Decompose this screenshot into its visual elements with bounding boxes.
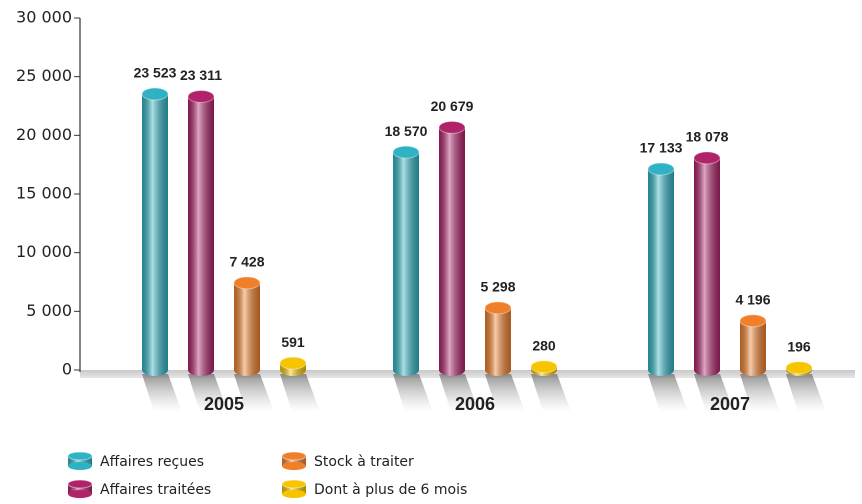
bar-base-shine bbox=[485, 364, 511, 376]
legend-swatch-base bbox=[282, 490, 306, 498]
bar-shadow bbox=[740, 374, 780, 412]
bar-shine bbox=[439, 127, 465, 371]
value-label: 18 078 bbox=[686, 129, 729, 145]
bar-shadow bbox=[280, 374, 320, 412]
value-label: 591 bbox=[281, 334, 305, 350]
bar-cap bbox=[647, 162, 675, 176]
value-label: 20 679 bbox=[431, 98, 474, 114]
y-tick-label: 30 000 bbox=[16, 8, 72, 27]
value-label: 7 428 bbox=[229, 254, 264, 270]
bar-shadow bbox=[393, 374, 433, 412]
bar-shine bbox=[234, 282, 260, 370]
bar-cap bbox=[484, 301, 512, 315]
floor bbox=[80, 370, 855, 378]
bar-base-shine bbox=[648, 364, 674, 376]
bar-cap bbox=[392, 145, 420, 159]
bar-shine bbox=[142, 93, 168, 371]
value-label: 23 311 bbox=[180, 67, 222, 83]
value-label: 196 bbox=[787, 338, 811, 354]
y-tick-label: 10 000 bbox=[16, 242, 72, 261]
legend-swatch-cap bbox=[281, 479, 307, 489]
legend-swatch-base bbox=[68, 490, 92, 498]
bar-shadow bbox=[786, 374, 826, 412]
y-tick-label: 20 000 bbox=[16, 125, 72, 144]
bar-shine bbox=[485, 307, 511, 370]
bar-shadow bbox=[531, 374, 571, 412]
bar-cap bbox=[693, 151, 721, 165]
legend-swatch-shine bbox=[282, 484, 306, 494]
legend-label: Affaires reçues bbox=[100, 454, 204, 470]
bar-shadow bbox=[142, 374, 182, 412]
y-tick-label: 25 000 bbox=[16, 66, 72, 85]
bar-cap bbox=[530, 360, 558, 374]
bar-base-shine bbox=[142, 364, 168, 376]
y-tick-label: 5 000 bbox=[26, 301, 72, 320]
value-label: 5 298 bbox=[480, 279, 515, 295]
value-label: 17 133 bbox=[640, 140, 683, 156]
legend-swatch-cap bbox=[67, 451, 93, 461]
bar-cap bbox=[739, 314, 767, 328]
bar-shine bbox=[393, 152, 419, 370]
x-tick-label: 2005 bbox=[204, 394, 244, 414]
bar-cap bbox=[233, 276, 261, 290]
bar-shadow bbox=[694, 374, 734, 412]
bar-shine bbox=[694, 157, 720, 370]
legend-swatch-shine bbox=[68, 456, 92, 466]
y-tick-label: 0 bbox=[62, 360, 72, 379]
bar-cap bbox=[141, 87, 169, 101]
bar-cap bbox=[438, 120, 466, 134]
bar-cap bbox=[785, 361, 813, 375]
bar-shine bbox=[188, 96, 214, 371]
bar-shadow bbox=[648, 374, 688, 412]
legend-label: Affaires traitées bbox=[100, 482, 211, 498]
value-label: 18 570 bbox=[385, 123, 428, 139]
bar-cap bbox=[279, 356, 307, 370]
bar-base-shine bbox=[188, 364, 214, 376]
legend-swatch-base bbox=[282, 462, 306, 470]
value-label: 4 196 bbox=[735, 291, 770, 307]
bar-shadow bbox=[234, 374, 274, 412]
x-tick-label: 2007 bbox=[710, 394, 750, 414]
y-tick-label: 15 000 bbox=[16, 184, 72, 203]
bar-shine bbox=[740, 320, 766, 370]
legend-swatch-cap bbox=[67, 479, 93, 489]
bar-shadow bbox=[439, 374, 479, 412]
legend-label: Stock à traiter bbox=[314, 454, 414, 470]
legend-swatch-shine bbox=[68, 484, 92, 494]
bar-base-shine bbox=[439, 364, 465, 376]
x-tick-label: 2006 bbox=[455, 394, 495, 414]
bar-base-shine bbox=[694, 364, 720, 376]
bar-base-shine bbox=[234, 364, 260, 376]
bar-base-shine bbox=[393, 364, 419, 376]
bar-cap bbox=[187, 89, 215, 103]
bar-shadow bbox=[485, 374, 525, 412]
legend-swatch-shine bbox=[282, 456, 306, 466]
value-label: 23 523 bbox=[134, 65, 177, 81]
legend-label: Dont à plus de 6 mois bbox=[314, 482, 467, 498]
legend-swatch-cap bbox=[281, 451, 307, 461]
bar-base-shine bbox=[740, 364, 766, 376]
legend-swatch-base bbox=[68, 462, 92, 470]
value-label: 280 bbox=[532, 337, 556, 353]
bar-shadow bbox=[188, 374, 228, 412]
bar-shine bbox=[648, 168, 674, 370]
